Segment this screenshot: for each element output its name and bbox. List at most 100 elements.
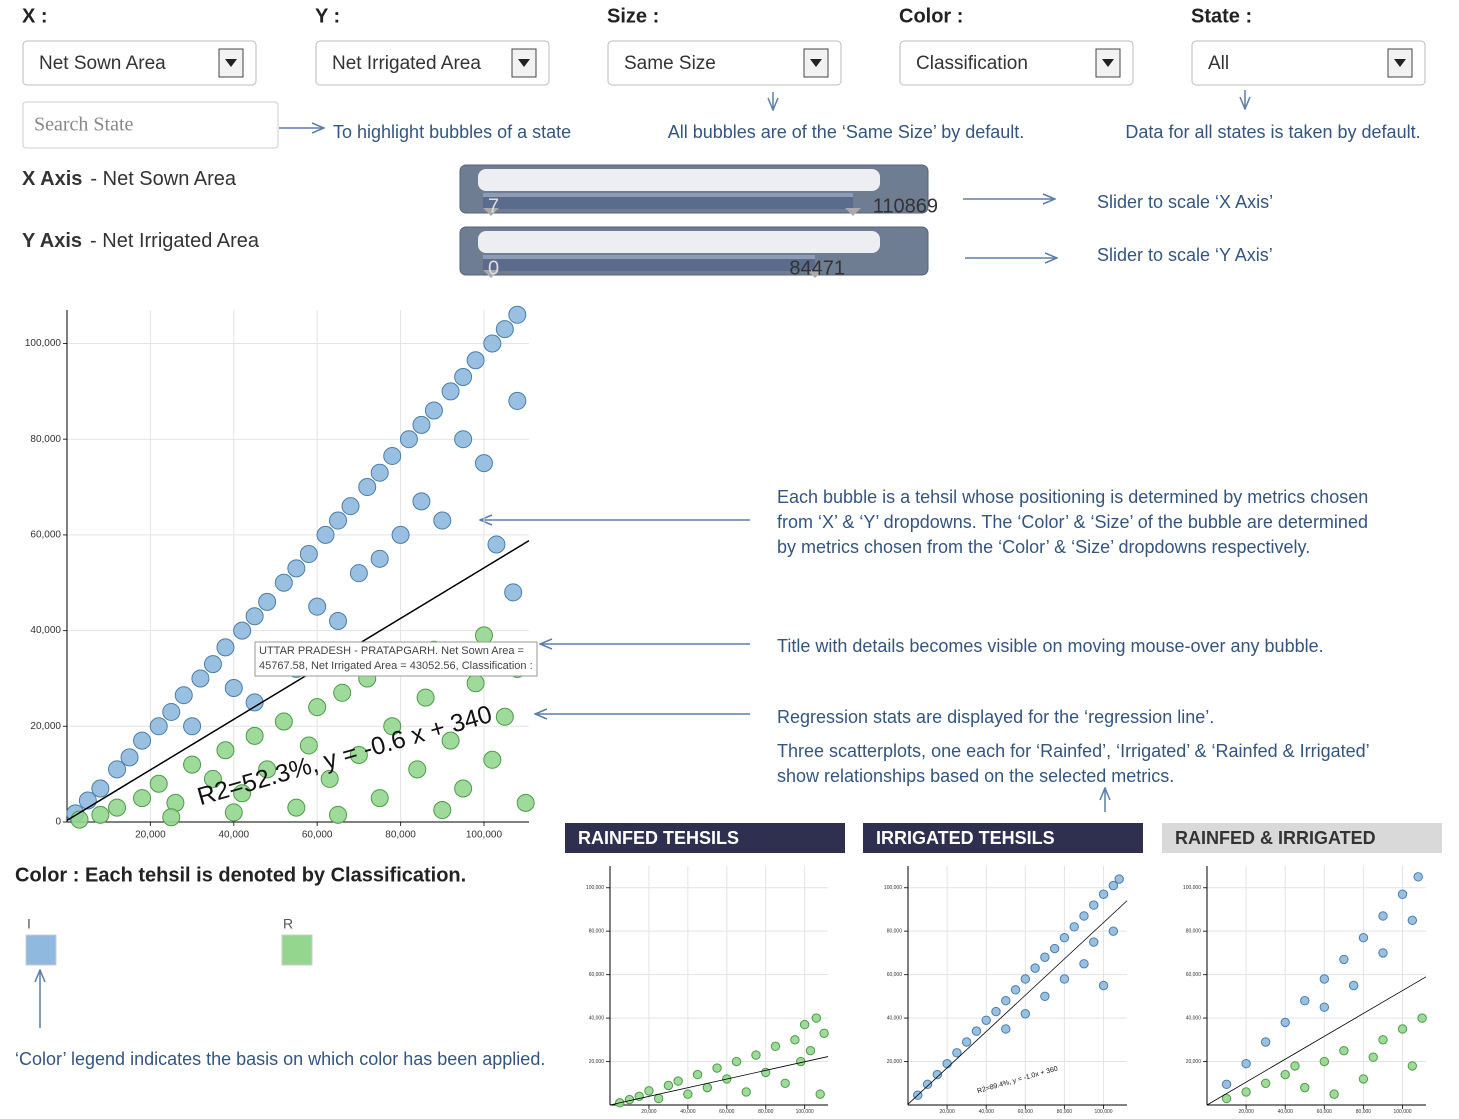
- bubble[interactable]: [1108, 880, 1119, 891]
- bubble[interactable]: [320, 769, 339, 788]
- bubble[interactable]: [412, 415, 431, 434]
- bubble[interactable]: [508, 305, 527, 324]
- slider-min[interactable]: 0: [488, 257, 499, 279]
- bubble[interactable]: [1358, 1074, 1369, 1084]
- bubble[interactable]: [108, 760, 127, 779]
- slider-handle[interactable]: [483, 270, 499, 278]
- bubble[interactable]: [1339, 954, 1349, 965]
- bubble[interactable]: [1290, 1061, 1300, 1071]
- bubble[interactable]: [412, 492, 431, 511]
- dropdown-arrow[interactable]: [1394, 59, 1406, 67]
- bubble[interactable]: [454, 367, 473, 386]
- bubble[interactable]: [1079, 911, 1089, 921]
- bubble[interactable]: [961, 1037, 972, 1047]
- bubble[interactable]: [416, 688, 435, 707]
- bubble[interactable]: [971, 1026, 982, 1036]
- bubble[interactable]: [1260, 1037, 1271, 1047]
- bubble[interactable]: [1348, 980, 1359, 991]
- bubble[interactable]: [991, 1006, 1001, 1017]
- bubble[interactable]: [245, 726, 264, 745]
- bubble[interactable]: [1378, 911, 1388, 921]
- bubble[interactable]: [308, 698, 327, 717]
- bubble[interactable]: [358, 478, 377, 497]
- bubble[interactable]: [1079, 959, 1089, 969]
- bubble[interactable]: [474, 454, 493, 473]
- bubble[interactable]: [183, 755, 202, 774]
- slider-handle[interactable]: [845, 208, 861, 216]
- bubble[interactable]: [1020, 974, 1031, 984]
- bubble[interactable]: [1069, 922, 1079, 932]
- bubble[interactable]: [1049, 943, 1060, 954]
- bubble[interactable]: [424, 401, 443, 420]
- bubble[interactable]: [329, 612, 348, 631]
- bubble[interactable]: [274, 712, 293, 731]
- bubble[interactable]: [224, 679, 243, 698]
- bubble[interactable]: [712, 1063, 722, 1073]
- bubble[interactable]: [805, 1045, 816, 1056]
- slider-range-top[interactable]: [483, 193, 853, 197]
- search-input[interactable]: [22, 101, 279, 149]
- dropdown[interactable]: Net Irrigated Area: [315, 40, 550, 86]
- slider-track[interactable]: [478, 169, 880, 191]
- dropdown-value[interactable]: All: [1208, 53, 1229, 74]
- bubble[interactable]: [383, 717, 402, 736]
- bubble[interactable]: [1358, 933, 1369, 943]
- dropdown-box[interactable]: [899, 40, 1134, 86]
- bubble[interactable]: [370, 463, 389, 482]
- slider-track[interactable]: [478, 231, 880, 253]
- bubble[interactable]: [245, 607, 264, 626]
- dropdown-value[interactable]: Net Irrigated Area: [332, 53, 481, 74]
- bubble[interactable]: [299, 545, 318, 564]
- bubble[interactable]: [702, 1082, 713, 1093]
- bubble[interactable]: [216, 638, 235, 657]
- bubble[interactable]: [692, 1069, 703, 1080]
- bubble[interactable]: [183, 717, 202, 736]
- dropdown-arrow[interactable]: [225, 59, 237, 67]
- bubble[interactable]: [1001, 1024, 1011, 1034]
- bubble[interactable]: [308, 597, 327, 616]
- bubble[interactable]: [408, 760, 427, 779]
- slider[interactable]: 7 110869: [459, 164, 938, 217]
- bubble[interactable]: [1098, 980, 1109, 991]
- dropdown-arrow[interactable]: [518, 59, 530, 67]
- bubble[interactable]: [1319, 974, 1330, 984]
- bubble[interactable]: [1300, 996, 1310, 1006]
- bubble[interactable]: [133, 731, 152, 750]
- bubble[interactable]: [433, 511, 452, 530]
- bubble[interactable]: [370, 549, 389, 568]
- bubble[interactable]: [644, 1086, 654, 1096]
- bubble[interactable]: [1089, 937, 1099, 947]
- bubble[interactable]: [1280, 1017, 1290, 1028]
- bubble[interactable]: [1368, 1052, 1378, 1062]
- dropdown-box[interactable]: [315, 40, 550, 86]
- bubble[interactable]: [133, 789, 152, 808]
- bubble[interactable]: [441, 731, 460, 750]
- bubble[interactable]: [91, 805, 110, 824]
- bubble[interactable]: [1407, 915, 1418, 926]
- bubble[interactable]: [1300, 1082, 1310, 1093]
- bubble[interactable]: [483, 334, 502, 353]
- bubble[interactable]: [683, 1089, 693, 1099]
- dropdown[interactable]: Same Size: [607, 40, 842, 86]
- bubble[interactable]: [1098, 889, 1109, 899]
- bubble[interactable]: [487, 535, 506, 554]
- bubble[interactable]: [474, 626, 493, 645]
- bubble[interactable]: [274, 573, 293, 592]
- bubble[interactable]: [216, 741, 235, 760]
- bubble[interactable]: [1319, 1002, 1330, 1012]
- bubble[interactable]: [1020, 1009, 1031, 1019]
- dropdown-arrow[interactable]: [810, 59, 822, 67]
- slider-range-top[interactable]: [483, 255, 815, 259]
- bubble[interactable]: [191, 669, 210, 688]
- bubble[interactable]: [370, 789, 389, 808]
- bubble[interactable]: [663, 1080, 674, 1091]
- dropdown[interactable]: Classification: [899, 40, 1134, 86]
- bubble[interactable]: [233, 784, 252, 803]
- bubble[interactable]: [516, 793, 535, 812]
- bubble[interactable]: [1221, 1093, 1232, 1104]
- dropdown-box[interactable]: [1191, 40, 1426, 86]
- bubble[interactable]: [1241, 1059, 1251, 1069]
- bubble[interactable]: [108, 798, 127, 817]
- bubble[interactable]: [333, 683, 352, 702]
- bubble[interactable]: [981, 1015, 991, 1025]
